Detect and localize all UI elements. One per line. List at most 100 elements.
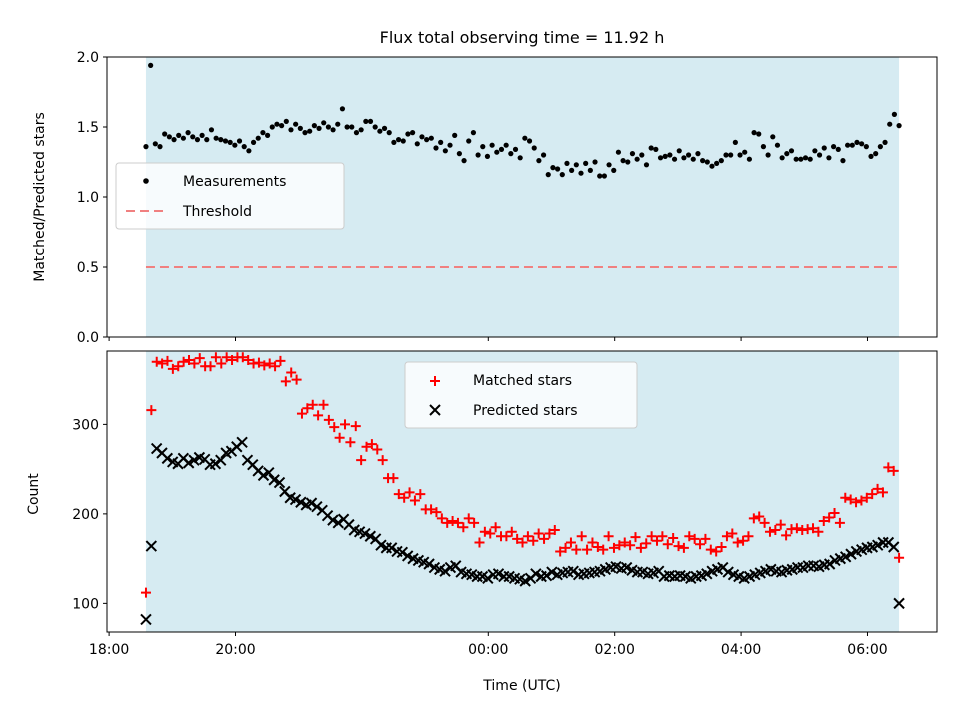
matched-star-point: [173, 361, 184, 372]
x-tick-label: 00:00: [468, 642, 508, 658]
predicted-star-point: [540, 569, 553, 582]
measurement-point: [508, 151, 514, 157]
measurement-point: [662, 153, 668, 159]
matched-star-point: [619, 537, 630, 548]
matched-star-point: [356, 455, 367, 466]
measurement-point: [503, 142, 509, 148]
matched-star-point: [775, 519, 786, 530]
measurement-point: [681, 155, 687, 161]
measurement-point: [489, 142, 495, 148]
matched-star-point: [738, 535, 749, 546]
matched-star-point: [883, 462, 894, 473]
matched-star-point: [302, 403, 313, 414]
measurement-point: [213, 135, 219, 141]
measurement-point: [615, 149, 622, 155]
matched-star-point: [840, 492, 851, 503]
measurement-point: [494, 149, 500, 155]
x-tick-label: 06:00: [847, 642, 887, 658]
matched-star-point: [361, 441, 372, 452]
measurement-point: [250, 139, 257, 145]
measurement-point: [737, 152, 743, 158]
matched-star-point: [296, 408, 307, 419]
legend-matched-label: Matched stars: [473, 373, 572, 389]
measurement-point: [293, 121, 299, 127]
matched-star-point: [856, 495, 867, 506]
measurement-point: [587, 167, 593, 173]
matched-star-point: [770, 524, 781, 535]
measurement-point: [653, 146, 659, 152]
matched-star-point: [426, 504, 437, 515]
matched-star-point: [415, 489, 426, 500]
measurement-point: [470, 130, 477, 136]
predicted-star-point: [482, 572, 494, 585]
measurement-point: [620, 158, 626, 164]
matched-star-point: [490, 522, 501, 533]
measurement-point: [377, 128, 383, 134]
matched-star-point: [372, 444, 383, 455]
measurement-point: [798, 156, 804, 162]
measurement-point: [751, 130, 757, 136]
measurement-point: [578, 170, 584, 176]
measurement-point: [344, 124, 350, 130]
matched-star-point: [754, 511, 765, 522]
predicted-star-point: [263, 466, 275, 479]
matched-star-point: [474, 537, 485, 548]
matched-star-point: [345, 437, 356, 448]
matched-star-point: [764, 526, 775, 537]
matched-star-point: [259, 360, 270, 371]
matched-star-point: [162, 355, 173, 366]
matched-star-point: [377, 455, 388, 466]
measurement-point: [718, 158, 724, 164]
measurement-point: [779, 155, 785, 161]
measurement-point: [714, 160, 720, 166]
predicted-star-point: [161, 452, 174, 465]
measurement-point: [438, 139, 444, 145]
matched-star-point: [808, 523, 819, 534]
measurement-point: [236, 138, 243, 144]
x-tick-label: 04:00: [721, 642, 761, 658]
matched-star-point: [469, 517, 480, 528]
ratio-legend: Measurements Threshold: [115, 162, 345, 230]
measurement-point: [204, 137, 210, 143]
predicted-star-point: [423, 558, 435, 570]
matched-star-point: [894, 552, 905, 563]
count-plot-frame: [106, 350, 938, 633]
ratio-y-tick-label: 1.0: [77, 190, 99, 206]
measurement-point: [690, 156, 696, 162]
matched-star-point: [329, 422, 340, 433]
measurement-point: [232, 142, 238, 148]
x-axis-label: Time (UTC): [482, 678, 560, 694]
measurement-point: [222, 138, 229, 144]
measurement-point: [339, 106, 346, 112]
matched-star-point: [732, 537, 743, 548]
matched-star-point: [678, 542, 689, 553]
measurement-point: [484, 153, 491, 159]
measurement-point: [845, 142, 851, 148]
matched-star-point: [727, 528, 738, 539]
legend-matched-marker: [430, 376, 440, 386]
measurement-point: [877, 144, 883, 150]
measurement-point: [442, 148, 448, 154]
matched-star-point: [431, 507, 442, 518]
measurement-point: [227, 139, 233, 145]
matched-star-point: [243, 354, 254, 365]
measurement-point: [363, 118, 369, 124]
matched-star-point: [253, 357, 264, 368]
measurement-point: [302, 130, 308, 136]
matched-star-point: [872, 483, 883, 494]
matched-star-point: [630, 532, 641, 543]
measurement-point: [353, 130, 360, 136]
matched-star-point: [668, 533, 679, 544]
matched-star-point: [813, 526, 824, 537]
measurement-point: [788, 148, 795, 154]
matched-star-point: [528, 535, 539, 546]
matched-star-point: [280, 376, 291, 387]
predicted-star-point: [311, 501, 323, 513]
matched-star-point: [711, 546, 722, 557]
measurement-point: [606, 162, 612, 168]
matched-star-point: [237, 352, 248, 363]
measurement-point: [728, 152, 734, 158]
measurement-point: [475, 152, 481, 158]
matched-star-point: [716, 541, 727, 552]
